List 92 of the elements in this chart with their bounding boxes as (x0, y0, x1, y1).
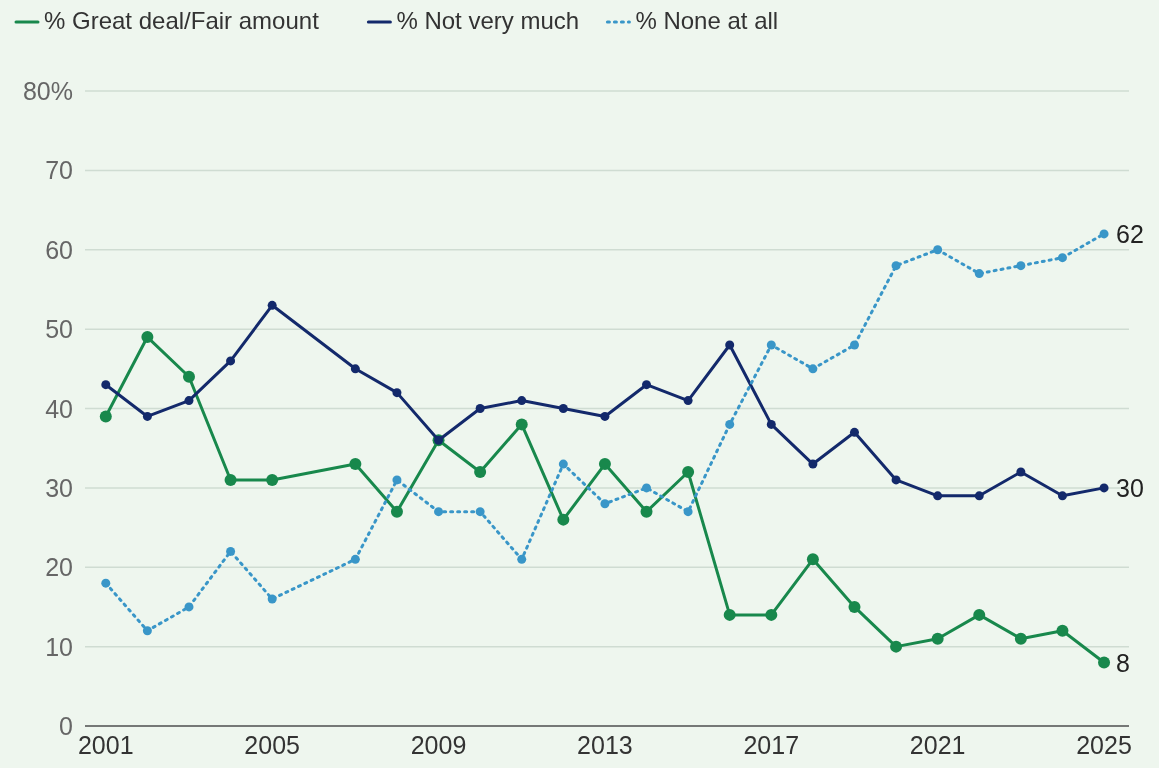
point (1056, 624, 1069, 637)
y-tick-label: 20 (45, 553, 73, 582)
point (890, 640, 903, 653)
point (600, 499, 610, 509)
point (933, 245, 943, 255)
point (598, 458, 611, 471)
x-tick-label: 2017 (743, 731, 800, 759)
point (142, 626, 152, 636)
point (766, 340, 776, 350)
point (933, 491, 943, 501)
point (725, 340, 735, 350)
point (226, 546, 236, 556)
point (1098, 656, 1111, 669)
point (557, 513, 570, 526)
x-tick-label: 2009 (410, 731, 467, 759)
point (974, 269, 984, 279)
point (182, 370, 195, 383)
point (808, 364, 818, 374)
point (266, 473, 279, 486)
point (475, 404, 485, 413)
point (434, 507, 444, 517)
point (849, 340, 859, 350)
point (558, 404, 568, 413)
point (184, 396, 194, 406)
point (806, 553, 819, 566)
y-tick-label: 30 (45, 473, 73, 502)
point (349, 458, 362, 471)
point (642, 380, 652, 390)
point (474, 466, 487, 478)
y-tick-label: 40 (45, 394, 73, 423)
point (1016, 467, 1026, 477)
point (723, 608, 736, 621)
y-tick-label: 50 (45, 315, 73, 344)
x-tick-label: 2025 (1076, 731, 1132, 759)
point (766, 419, 776, 429)
point (558, 459, 568, 469)
point (682, 466, 695, 478)
point (517, 554, 527, 564)
point (142, 411, 152, 421)
point (1057, 491, 1067, 501)
point (350, 364, 360, 374)
y-tick-label: 60 (45, 235, 73, 264)
point (1014, 632, 1027, 645)
y-tick-label: 70 (45, 156, 73, 185)
point (973, 608, 986, 621)
point (1099, 229, 1109, 239)
data-label: 62 (1116, 219, 1144, 248)
point (267, 300, 277, 310)
point (517, 396, 527, 406)
x-tick-label: 2013 (577, 731, 633, 759)
data-label: 8 (1116, 648, 1130, 677)
point (101, 578, 111, 588)
point (849, 427, 859, 437)
point (226, 356, 236, 366)
point (891, 261, 901, 271)
point (141, 331, 154, 344)
point (184, 602, 194, 612)
x-tick-label: 2005 (244, 731, 300, 759)
point (642, 483, 652, 493)
point (600, 411, 610, 421)
point (224, 473, 237, 486)
point (350, 554, 360, 564)
point (267, 594, 277, 604)
y-tick-label: 10 (45, 632, 73, 661)
point (1016, 261, 1026, 271)
x-tick-label: 2021 (909, 731, 966, 759)
legend-label: % None at all (635, 7, 779, 34)
point (1099, 483, 1109, 493)
point (891, 475, 901, 485)
point (640, 505, 653, 518)
point (931, 632, 944, 645)
legend-label: % Great deal/Fair amount (44, 7, 320, 34)
point (808, 459, 818, 469)
x-tick-label: 2001 (77, 731, 134, 759)
point (848, 600, 861, 613)
point (765, 608, 778, 621)
point (725, 419, 735, 429)
point (101, 380, 111, 390)
point (683, 507, 693, 517)
point (683, 396, 693, 406)
point (392, 388, 402, 398)
point (974, 491, 984, 501)
data-label: 30 (1116, 473, 1144, 502)
point (390, 505, 403, 518)
point (475, 507, 485, 517)
point (1057, 253, 1067, 263)
point (515, 418, 528, 431)
point (392, 475, 402, 485)
y-tick-label: 0 (59, 712, 73, 740)
point (99, 410, 112, 423)
y-tick-label: 80% (22, 77, 73, 105)
legend-label: % Not very much (396, 7, 580, 34)
